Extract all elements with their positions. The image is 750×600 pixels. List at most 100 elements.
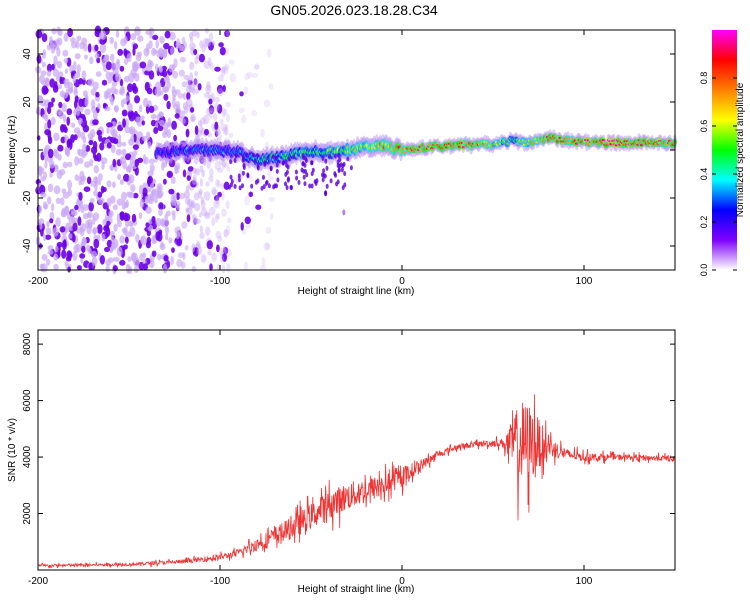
noise-speck (53, 253, 59, 261)
noise-speck (97, 197, 105, 204)
noise-speck (86, 224, 92, 235)
ridge-scatter (308, 183, 312, 189)
noise-speck (173, 134, 178, 142)
noise-speck (176, 204, 180, 211)
noise-speck (116, 58, 120, 65)
noise-speck (106, 142, 112, 149)
ridge-scatter (284, 172, 288, 177)
noise-speck (225, 248, 232, 257)
snr-y-label: SNR (10 * v/v) (7, 418, 18, 482)
noise-speck (92, 176, 99, 184)
noise-speck (208, 175, 214, 183)
noise-speck (144, 195, 149, 205)
noise-speck (170, 46, 175, 55)
noise-speck (63, 205, 70, 216)
noise-speck (92, 81, 99, 91)
noise-speck (106, 122, 113, 128)
noise-speck (222, 253, 227, 262)
noise-speck (151, 216, 156, 223)
noise-speck (174, 165, 180, 174)
noise-speck (182, 169, 187, 178)
ridge-scatter (284, 181, 287, 187)
x-tick-label: 0 (399, 576, 405, 587)
noise-speck (196, 134, 200, 144)
noise-speck (58, 101, 63, 109)
noise-speck (157, 125, 164, 132)
noise-speck (129, 157, 133, 165)
noise-speck (74, 156, 80, 166)
noise-speck (81, 151, 87, 159)
x-tick-label: -200 (28, 576, 48, 587)
noise-speck (269, 212, 274, 220)
noise-speck (210, 92, 215, 101)
noise-speck (119, 211, 125, 220)
noise-speck (41, 85, 49, 95)
snr-line (37, 394, 676, 569)
noise-speck (36, 54, 42, 64)
ridge-scatter (337, 152, 340, 158)
noise-speck (135, 233, 140, 243)
noise-speck (43, 203, 49, 210)
noise-speck (172, 70, 179, 79)
noise-speck (82, 124, 90, 133)
noise-speck (245, 223, 251, 229)
noise-speck (221, 208, 227, 217)
noise-speck (125, 231, 132, 238)
noise-speck (193, 48, 198, 56)
noise-speck (163, 255, 169, 262)
spectrogram-x-label: Height of straight line (km) (298, 286, 415, 297)
ridge-scatter (276, 177, 280, 183)
noise-speck (172, 94, 176, 102)
noise-speck (264, 141, 269, 149)
noise-speck (76, 64, 81, 74)
ridge-scatter (336, 179, 340, 185)
noise-speck (132, 150, 138, 156)
noise-speck (38, 74, 45, 84)
noise-speck (99, 43, 107, 53)
noise-speck (215, 179, 220, 187)
noise-speck (157, 253, 162, 261)
colorbar-gradient (712, 30, 737, 270)
noise-speck (176, 259, 183, 268)
noise-speck (203, 114, 210, 125)
noise-speck (158, 65, 163, 72)
noise-speck (115, 73, 122, 83)
noise-speck (101, 79, 108, 86)
y-tick-label: -20 (22, 190, 33, 205)
noise-speck (145, 64, 153, 72)
noise-speck (154, 86, 162, 97)
noise-speck (128, 174, 135, 184)
noise-speck (220, 67, 226, 77)
noise-speck (64, 148, 70, 156)
noise-speck (130, 184, 136, 193)
noise-speck (53, 132, 60, 142)
noise-speck (211, 40, 216, 46)
ridge-scatter (343, 171, 347, 177)
ridge-scatter (256, 163, 260, 169)
noise-speck (70, 210, 78, 217)
ridge-scatter (310, 171, 314, 177)
noise-speck (196, 53, 200, 60)
noise-speck (171, 63, 176, 71)
noise-speck (49, 78, 55, 88)
noise-speck (76, 265, 82, 271)
noise-speck (112, 204, 118, 211)
ridge-core (605, 143, 609, 147)
noise-speck (72, 251, 78, 261)
noise-speck (127, 83, 133, 93)
noise-speck (124, 126, 131, 134)
noise-speck (150, 119, 157, 127)
noise-speck (97, 180, 102, 186)
noise-speck (125, 95, 130, 102)
noise-speck (67, 161, 73, 168)
noise-speck (170, 176, 176, 185)
ridge-scatter (300, 167, 304, 173)
noise-speck (205, 181, 210, 187)
noise-speck (159, 243, 166, 251)
snr-panel: -200 -100 0 100 2000 4000 6000 8000 Height of s… (7, 329, 676, 595)
noise-speck (203, 191, 211, 201)
noise-speck (204, 128, 209, 136)
noise-speck (206, 240, 213, 250)
ridge-scatter (325, 183, 329, 189)
